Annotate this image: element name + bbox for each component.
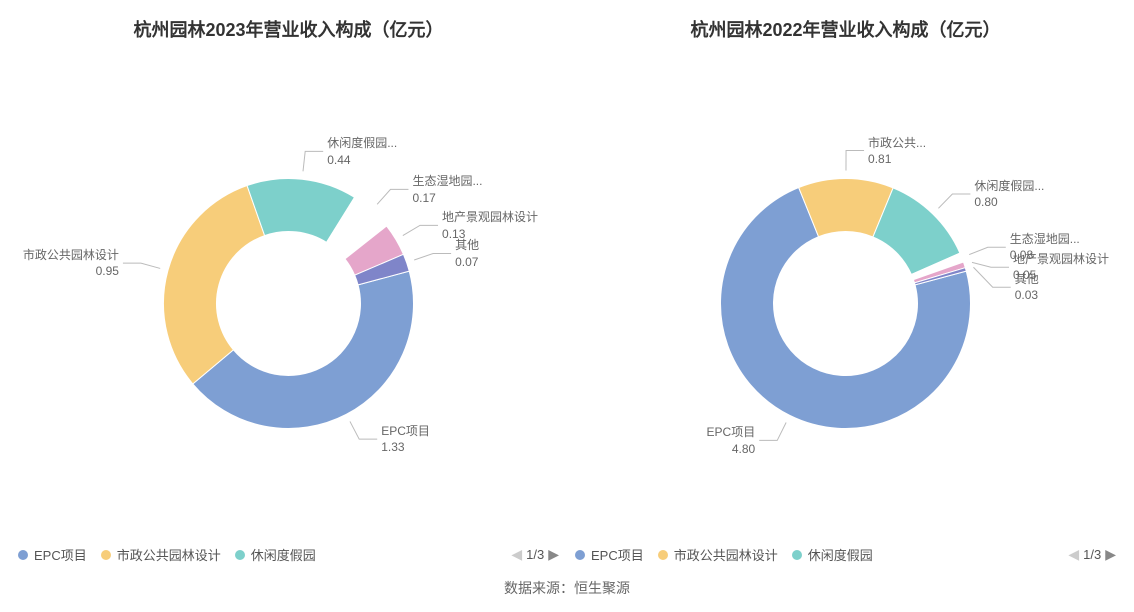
legend-dot-icon [575,550,585,560]
chart-title-2022: 杭州园林2022年营业收入构成（亿元） [567,16,1124,42]
slice-label: EPC项目4.80 [707,424,756,456]
charts-row: 杭州园林2023年营业收入构成（亿元） EPC项目1.33 市政公共园林设计0.9… [0,0,1134,574]
leader-line [759,423,786,441]
legend-item[interactable]: EPC项目 [575,545,644,564]
slice-label: 其他0.03 [1015,271,1039,303]
legend-prev-icon[interactable]: ◀ [1068,546,1079,563]
slice-label: 休闲度假园...0.44 [327,135,397,167]
slice-label: 市政公共...0.81 [868,135,926,167]
chart-panel-2022: 杭州园林2022年营业收入构成（亿元） EPC项目4.80 市政公共...0.81… [567,10,1124,574]
legend-label: 休闲度假园 [808,545,873,564]
legend-next-icon[interactable]: ▶ [548,546,559,563]
chart-body-2022: EPC项目4.80市政公共...0.81休闲度假园...0.80生态湿地园...… [567,46,1124,541]
legend-row-2022: EPC项目 市政公共园林设计 休闲度假园 ◀ 1/3 ▶ [567,541,1124,574]
slice-label: 休闲度假园...0.80 [974,178,1044,210]
chart-title-2023: 杭州园林2023年营业收入构成（亿元） [10,16,567,42]
legend-label: 市政公共园林设计 [674,545,778,564]
legend-dot-icon [792,550,802,560]
leader-line [969,247,1006,254]
slice-label: EPC项目1.33 [381,423,430,455]
leader-line [972,262,1009,267]
slice-label: 市政公共园林设计0.95 [23,247,119,279]
leader-line [303,151,323,171]
leader-line [123,263,160,268]
legend-label: EPC项目 [34,545,87,564]
leader-line [846,151,864,171]
legend-item[interactable]: 市政公共园林设计 [658,545,778,564]
leader-line [414,253,451,260]
legend-label: 休闲度假园 [251,545,316,564]
legend-dot-icon [235,550,245,560]
legend-page-text: 1/3 [526,547,544,562]
leader-line [377,189,408,204]
data-source-label: 数据来源：恒生聚源 [0,574,1134,612]
chart-panel-2023: 杭州园林2023年营业收入构成（亿元） EPC项目1.33 市政公共园林设计0.9… [10,10,567,574]
legend-prev-icon[interactable]: ◀ [511,546,522,563]
slice-label: 其他0.07 [455,237,479,269]
chart-body-2023: EPC项目1.33 市政公共园林设计0.95 休闲度假园...0.44 生态湿地园..… [10,46,567,541]
legend-dot-icon [658,550,668,560]
leader-line [350,421,377,439]
legend-dot-icon [18,550,28,560]
legend-next-icon[interactable]: ▶ [1105,546,1116,563]
legend-item[interactable]: 休闲度假园 [235,545,316,564]
charts-container: 杭州园林2023年营业收入构成（亿元） EPC项目1.33 市政公共园林设计0.9… [0,0,1134,612]
slice-label: 生态湿地园...0.17 [412,173,482,205]
legend-item[interactable]: EPC项目 [18,545,87,564]
legend-label: EPC项目 [591,545,644,564]
leader-line [938,194,970,208]
legend-row-2023: EPC项目 市政公共园林设计 休闲度假园 ◀ 1/3 ▶ [10,541,567,574]
legend-pager: ◀ 1/3 ▶ [1068,546,1116,563]
legend-item[interactable]: 市政公共园林设计 [101,545,221,564]
legend-pager: ◀ 1/3 ▶ [511,546,559,563]
leader-line [973,267,1010,287]
legend-dot-icon [101,550,111,560]
leader-line [403,225,438,235]
legend-label: 市政公共园林设计 [117,545,221,564]
legend-item[interactable]: 休闲度假园 [792,545,873,564]
legend-page-text: 1/3 [1083,547,1101,562]
donut-slice[interactable] [163,186,264,384]
